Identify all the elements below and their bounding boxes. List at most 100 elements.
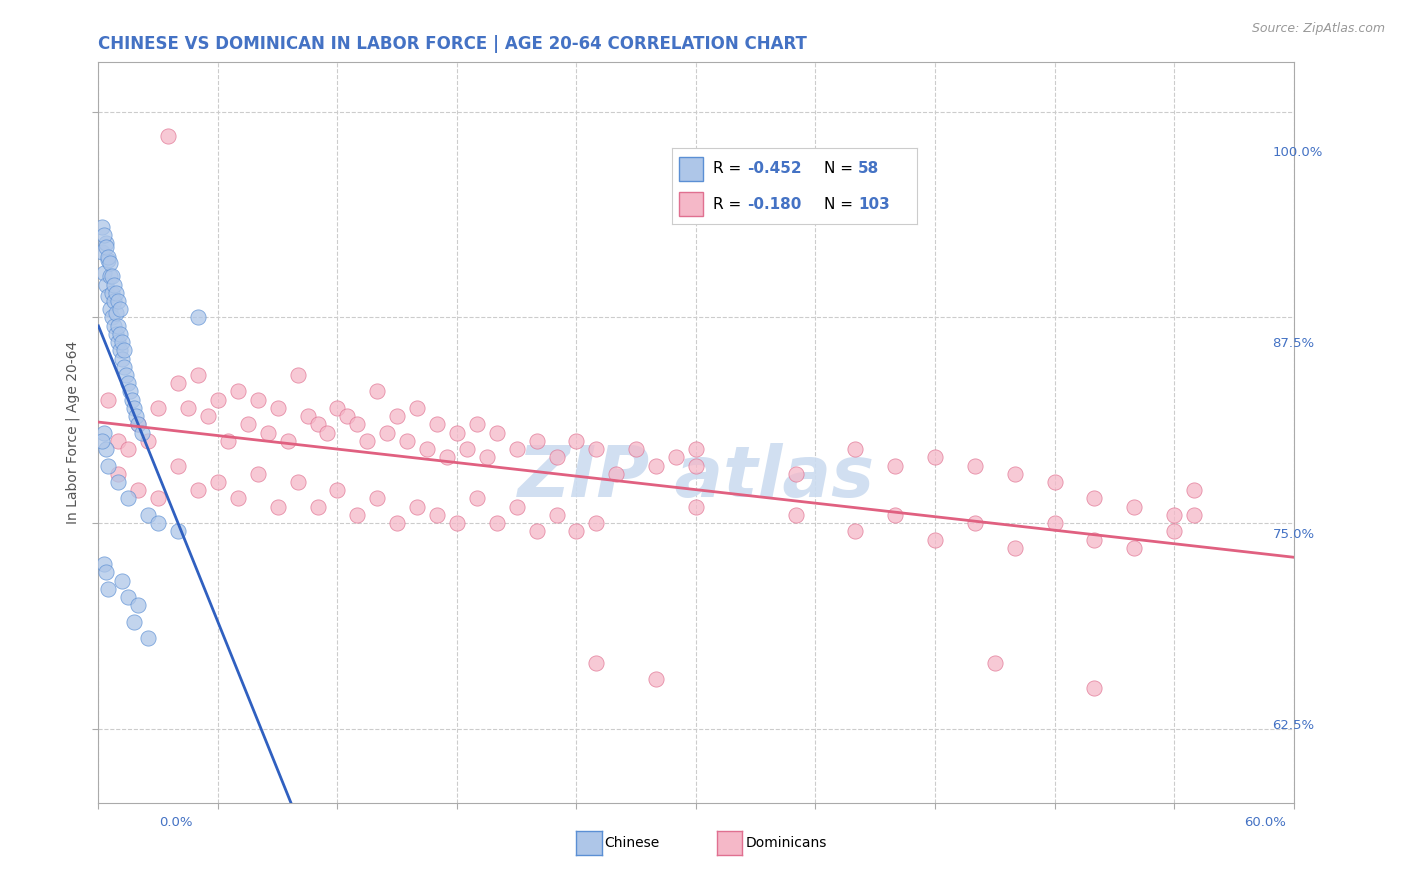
Text: N =: N = [824, 196, 858, 211]
Point [287, 368, 309, 382]
Point [98, 269, 122, 284]
Point [246, 467, 269, 481]
Point [148, 491, 170, 506]
Point [167, 458, 190, 473]
Point [406, 401, 429, 415]
Point [1123, 541, 1146, 555]
Point [157, 129, 180, 144]
Point [1004, 541, 1026, 555]
Point [426, 508, 449, 522]
Point [148, 516, 170, 530]
Point [346, 417, 368, 432]
Point [884, 508, 907, 522]
Point [107, 335, 129, 350]
Point [526, 434, 548, 448]
Point [120, 384, 142, 399]
Point [136, 434, 159, 448]
Point [287, 475, 309, 489]
Point [585, 656, 607, 670]
Point [111, 574, 134, 588]
Point [585, 442, 607, 456]
Point [436, 450, 458, 465]
Point [98, 256, 122, 270]
Point [475, 450, 498, 465]
Point [645, 673, 668, 687]
Point [645, 458, 668, 473]
Text: 75.0%: 75.0% [1272, 528, 1315, 541]
Point [256, 425, 278, 440]
Point [110, 343, 132, 358]
Point [103, 293, 125, 308]
Point [246, 392, 269, 407]
Point [267, 500, 290, 514]
Text: 62.5%: 62.5% [1272, 719, 1315, 731]
Point [485, 425, 508, 440]
Point [121, 392, 143, 407]
Point [316, 425, 339, 440]
Point [446, 425, 468, 440]
Point [366, 384, 388, 399]
Point [456, 442, 478, 456]
Point [375, 425, 398, 440]
Point [226, 384, 249, 399]
Point [187, 483, 209, 498]
Text: Dominicans: Dominicans [745, 836, 827, 850]
Point [546, 450, 568, 465]
Point [96, 277, 118, 292]
Point [124, 401, 146, 415]
Point [93, 425, 115, 440]
Point [97, 392, 120, 407]
Point [326, 483, 349, 498]
Text: 100.0%: 100.0% [1272, 146, 1323, 160]
Point [1083, 533, 1105, 547]
Point [685, 500, 707, 514]
Point [963, 516, 986, 530]
Point [107, 475, 129, 489]
Point [963, 458, 986, 473]
Point [97, 250, 120, 264]
Point [148, 401, 170, 415]
Point [326, 401, 349, 415]
Point [585, 516, 607, 530]
Point [117, 376, 139, 391]
Text: 0.0%: 0.0% [159, 816, 193, 830]
Point [93, 266, 115, 280]
Point [785, 467, 807, 481]
Point [127, 483, 149, 498]
Point [396, 434, 419, 448]
Point [117, 491, 139, 506]
Point [112, 359, 135, 374]
Point [96, 240, 118, 254]
Point [546, 508, 568, 522]
Point [217, 434, 239, 448]
Point [136, 508, 159, 522]
Point [177, 401, 200, 415]
Point [884, 458, 907, 473]
Text: ZIP atlas: ZIP atlas [517, 442, 875, 511]
Point [385, 409, 409, 424]
Point [167, 524, 190, 539]
Point [97, 289, 120, 303]
Point [307, 500, 329, 514]
Y-axis label: In Labor Force | Age 20-64: In Labor Force | Age 20-64 [65, 341, 80, 524]
Point [307, 417, 329, 432]
Point [103, 277, 125, 292]
Point [1043, 475, 1066, 489]
Point [105, 305, 128, 319]
Point [167, 376, 190, 391]
Point [385, 516, 409, 530]
Point [96, 442, 118, 456]
Point [207, 475, 229, 489]
Point [1182, 508, 1205, 522]
Text: -0.452: -0.452 [748, 161, 803, 176]
Point [1083, 491, 1105, 506]
Point [626, 442, 648, 456]
Point [131, 425, 153, 440]
Text: R =: R = [713, 196, 747, 211]
Text: N =: N = [824, 161, 858, 176]
Text: 60.0%: 60.0% [1244, 816, 1286, 830]
Point [97, 582, 120, 596]
Point [1163, 508, 1185, 522]
Point [406, 500, 429, 514]
Text: CHINESE VS DOMINICAN IN LABOR FORCE | AGE 20-64 CORRELATION CHART: CHINESE VS DOMINICAN IN LABOR FORCE | AG… [98, 35, 807, 53]
